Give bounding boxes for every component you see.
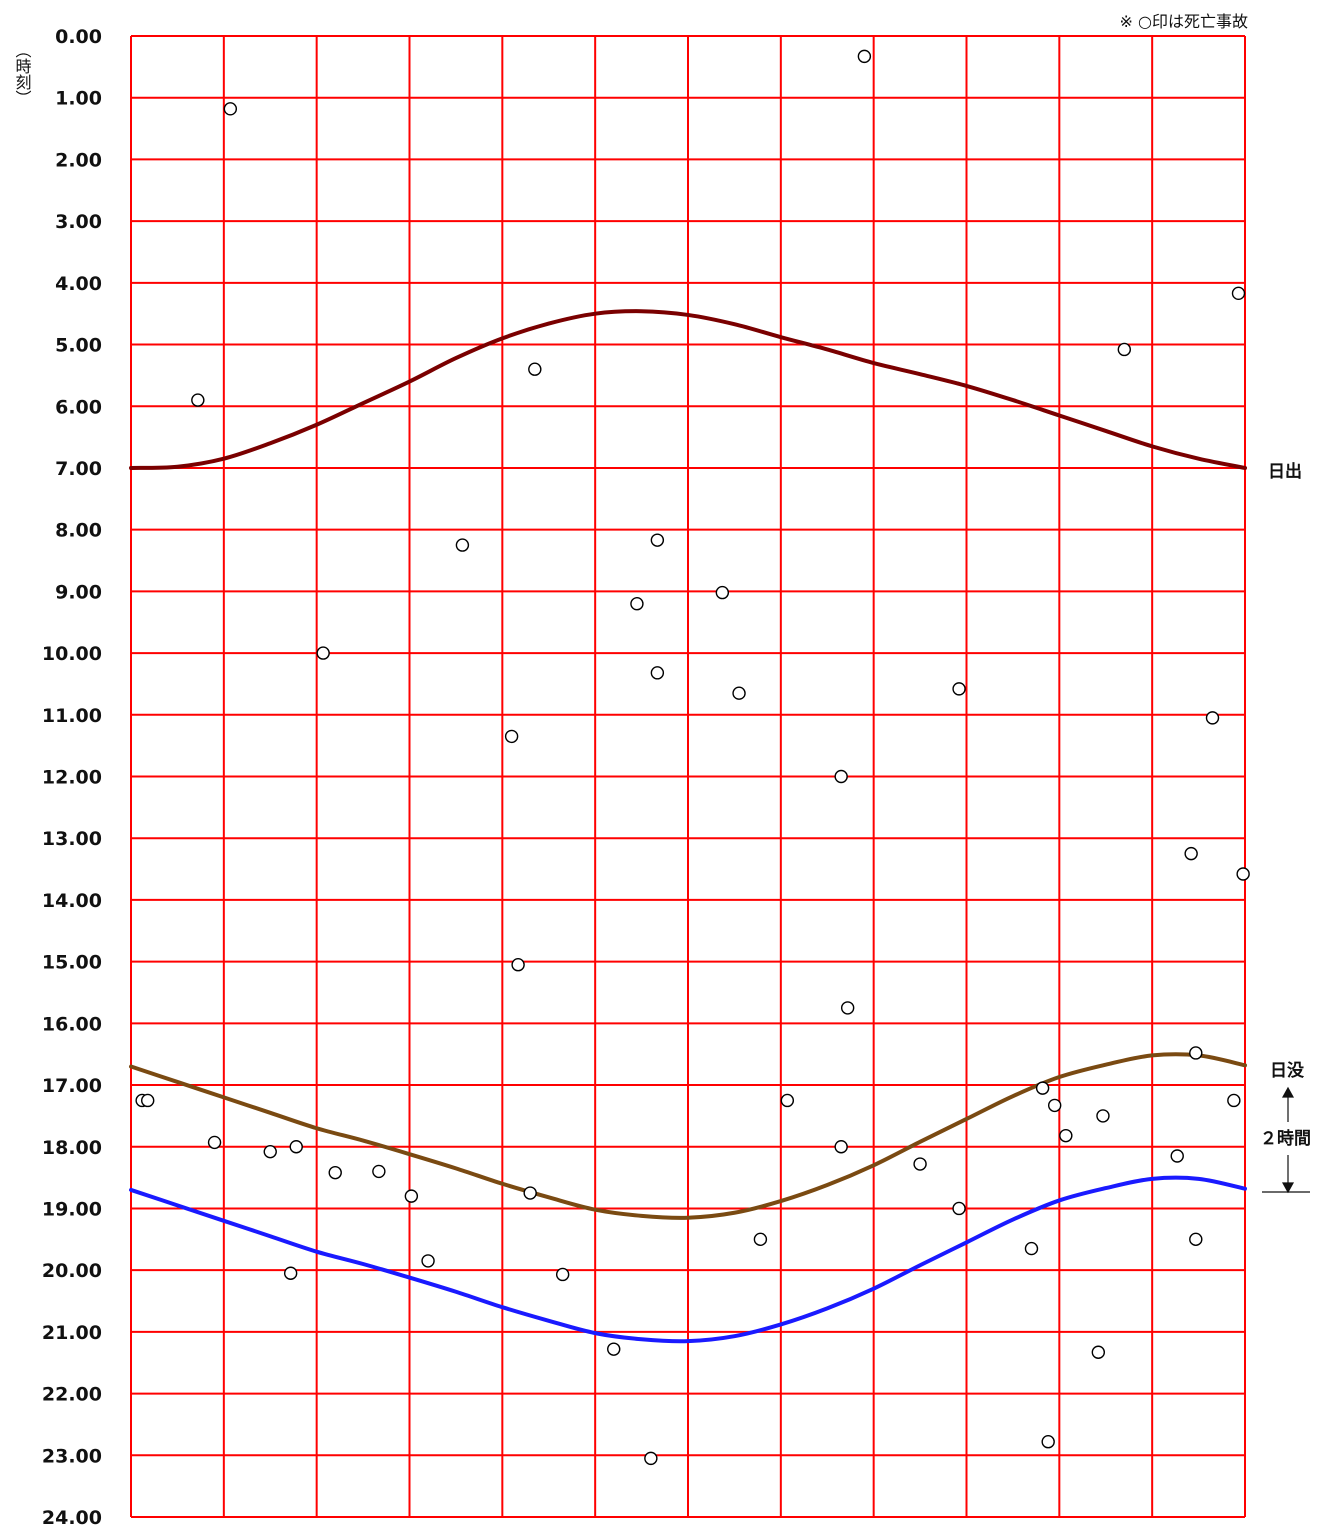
accident-point bbox=[404, 1189, 419, 1203]
y-tick-label: 23.00 bbox=[42, 1445, 102, 1467]
sunrise-line bbox=[129, 309, 1247, 470]
y-tick-label: 13.00 bbox=[42, 828, 102, 850]
accident-point bbox=[607, 1342, 621, 1356]
y-tick-label: 8.00 bbox=[55, 520, 102, 542]
y-tick-label: 15.00 bbox=[42, 952, 102, 974]
sunset-line bbox=[129, 1052, 1247, 1220]
accident-point bbox=[753, 1232, 768, 1247]
accident-point bbox=[207, 1135, 222, 1150]
y-tick-label: 6.00 bbox=[55, 396, 102, 418]
y-tick-label: 24.00 bbox=[42, 1507, 102, 1528]
accident-point bbox=[1096, 1109, 1110, 1123]
accident-point bbox=[630, 597, 644, 611]
y-tick-label: 18.00 bbox=[42, 1137, 102, 1159]
accident-point bbox=[952, 682, 966, 696]
interval-arrows bbox=[1262, 1086, 1310, 1194]
accident-point bbox=[528, 362, 542, 376]
y-tick-label: 1.00 bbox=[55, 88, 102, 110]
sunset-plus-2h-line bbox=[129, 1175, 1247, 1344]
y-tick-label: 21.00 bbox=[42, 1322, 102, 1344]
y-tick-label: 17.00 bbox=[42, 1075, 102, 1097]
accident-point bbox=[1227, 1093, 1241, 1108]
accident-point bbox=[834, 1140, 848, 1154]
y-axis-label: （時刻） bbox=[13, 42, 32, 106]
accident-point bbox=[857, 49, 872, 64]
y-tick-label: 3.00 bbox=[55, 211, 102, 233]
y-tick-labels: 0.00 1.00 2.00 3.00 4.00 5.00 6.00 7.00 8.00 9.00… bbox=[42, 26, 102, 1528]
y-tick-label: 14.00 bbox=[42, 890, 102, 912]
accident-point bbox=[455, 538, 470, 552]
accident-point bbox=[1189, 1046, 1203, 1060]
accident-point bbox=[1189, 1232, 1203, 1247]
accident-point bbox=[555, 1267, 570, 1282]
y-tick-label: 16.00 bbox=[42, 1013, 102, 1035]
y-tick-label: 19.00 bbox=[42, 1198, 102, 1220]
y-tick-label: 2.00 bbox=[55, 149, 102, 171]
accident-point bbox=[732, 686, 746, 700]
y-tick-label: 22.00 bbox=[42, 1384, 102, 1406]
curves bbox=[129, 309, 1247, 1344]
down-arrowhead bbox=[1281, 1182, 1295, 1194]
accident-points bbox=[135, 49, 1250, 1466]
accident-point bbox=[223, 102, 238, 116]
accident-point bbox=[263, 1144, 277, 1159]
accident-point bbox=[1205, 711, 1220, 725]
accident-point bbox=[780, 1093, 795, 1108]
legend-note: ※ ○印は死亡事故 bbox=[1120, 12, 1248, 31]
accident-point bbox=[1170, 1149, 1184, 1163]
y-tick-label: 10.00 bbox=[42, 643, 102, 665]
accident-point bbox=[1035, 1081, 1050, 1095]
accident-point bbox=[913, 1157, 927, 1171]
y-tick-label: 11.00 bbox=[42, 705, 102, 727]
sunrise-label: 日出 bbox=[1268, 461, 1302, 482]
accident-point bbox=[644, 1451, 658, 1466]
accident-point bbox=[289, 1140, 303, 1154]
accident-point bbox=[372, 1164, 386, 1179]
accident-point bbox=[1091, 1345, 1106, 1359]
grid bbox=[130, 35, 1246, 1518]
y-tick-label: 0.00 bbox=[55, 26, 102, 48]
accident-point bbox=[523, 1186, 537, 1200]
up-arrowhead bbox=[1281, 1086, 1295, 1098]
accident-point bbox=[1024, 1241, 1039, 1256]
accident-point bbox=[328, 1165, 342, 1180]
accident-point bbox=[504, 729, 519, 744]
accident-point bbox=[952, 1201, 966, 1216]
accident-point bbox=[1231, 286, 1246, 301]
accident-point bbox=[1236, 867, 1250, 881]
accident-point bbox=[1041, 1435, 1055, 1449]
accident-point bbox=[650, 533, 665, 547]
y-tick-label: 9.00 bbox=[55, 581, 102, 603]
accident-point bbox=[1059, 1128, 1073, 1143]
accident-point bbox=[1117, 342, 1132, 357]
y-tick-label: 7.00 bbox=[55, 458, 102, 480]
y-tick-label: 20.00 bbox=[42, 1260, 102, 1282]
sunset-label: 日没 bbox=[1270, 1061, 1305, 1081]
y-tick-label: 4.00 bbox=[55, 273, 102, 295]
accident-point bbox=[316, 646, 330, 660]
interval-label: ２時間 bbox=[1260, 1128, 1311, 1149]
accident-point bbox=[715, 585, 730, 600]
accident-point bbox=[141, 1093, 155, 1108]
accident-point bbox=[1184, 846, 1198, 861]
accident-point bbox=[1047, 1098, 1062, 1113]
accident-point bbox=[650, 666, 665, 680]
accident-point bbox=[421, 1254, 435, 1268]
y-tick-label: 12.00 bbox=[42, 767, 102, 789]
accident-point bbox=[191, 393, 205, 407]
accident-point bbox=[834, 769, 848, 784]
accident-point bbox=[283, 1266, 298, 1280]
y-tick-label: 5.00 bbox=[55, 335, 102, 357]
accident-point bbox=[511, 958, 525, 972]
accident-point bbox=[840, 1001, 855, 1015]
